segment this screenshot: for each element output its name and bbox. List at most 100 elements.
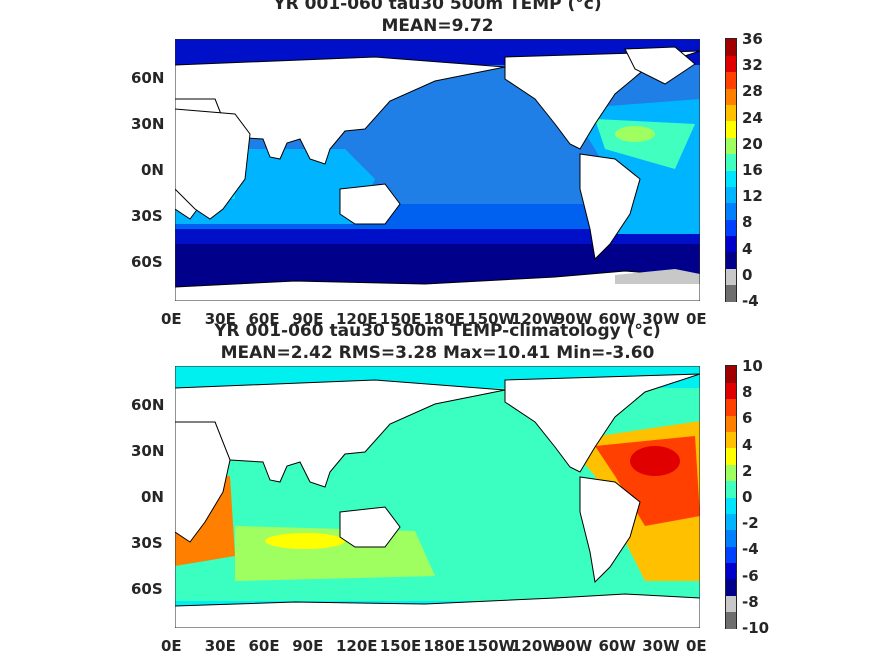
colorbar-tick: -8 [742,592,759,611]
colorbar-tick: -10 [742,619,770,637]
lon-tick: 30E [204,637,236,655]
colorbar-segment [726,251,736,269]
lon-tick: 60E [248,310,280,328]
colorbar-tick: 4 [742,435,753,454]
panel-2-subtitle: MEAN=2.42 RMS=3.28 Max=10.41 Min=-3.60 [220,343,655,363]
colorbar-segment [726,88,736,105]
colorbar-segment [726,55,736,73]
colorbar-segment [726,398,736,416]
lon-tick: 30W [642,637,680,655]
panel-2-land-samerica [579,476,641,584]
colorbar-tick: 0 [742,488,753,506]
panel-1-land-australia [339,183,401,225]
lat-tick: 0N [141,161,164,179]
lon-tick: 60E [248,637,280,655]
colorbar-tick: 6 [742,409,753,428]
colorbar-segment [726,202,736,220]
lat-tick: 30N [131,442,165,460]
colorbar-tick: -4 [742,292,759,310]
panel-1-subtitle: MEAN=9.72 [381,16,494,36]
lon-tick: 120E [336,310,378,328]
panel-1-land-antarctica [175,270,700,301]
lon-tick: 180E [423,637,466,655]
lon-tick: 90W [554,310,593,328]
colorbar-tick: 16 [742,161,763,179]
colorbar-tick: 2 [742,461,753,480]
colorbar-segment [726,104,736,122]
colorbar-segment [726,366,736,383]
colorbar-segment [726,39,736,56]
colorbar-tick: -2 [742,514,759,533]
panel-1-title: YR 001-060 tau30 500m TEMP (°c) [273,0,602,14]
lon-tick: 60W [598,637,636,655]
lat-tick: 30S [131,534,163,552]
colorbar-segment [726,268,736,286]
colorbar-tick: 4 [742,239,753,258]
lat-tick: 60N [131,69,165,87]
colorbar-segment [726,513,736,531]
lat-tick: 30N [131,115,165,133]
panel-2-land-australia [339,506,401,548]
panel-1-colorbar [725,38,737,302]
colorbar-segment [726,153,736,171]
lon-tick: 180E [423,310,466,328]
colorbar-segment [726,186,736,204]
colorbar-segment [726,464,736,482]
colorbar-segment [726,611,736,629]
lon-tick: 120W [511,637,559,655]
lon-tick: 0E [686,310,707,328]
colorbar-tick: 32 [742,56,763,75]
lon-tick: 150W [467,637,516,655]
colorbar-segment [726,546,736,563]
colorbar-tick: 10 [742,357,763,375]
colorbar-segment [726,431,736,449]
panel-1-map [175,39,700,301]
lon-tick: 30W [642,310,680,328]
colorbar-segment [726,235,736,253]
lon-tick: 0E [686,637,707,655]
colorbar-segment [726,71,736,89]
colorbar-segment [726,284,736,302]
colorbar-tick: 28 [742,82,763,101]
lon-tick: 120E [336,637,378,655]
colorbar-tick: 12 [742,187,763,206]
colorbar-tick: 0 [742,265,753,284]
colorbar-segment [726,480,736,498]
lon-tick: 90E [292,637,324,655]
colorbar-segment [726,137,736,155]
lon-tick: 0E [161,637,182,655]
lon-tick: 0E [161,310,182,328]
panel-2-land-antarctica [175,593,700,628]
lon-tick: 90W [554,637,593,655]
colorbar-segment [726,447,736,465]
lon-tick: 60W [598,310,636,328]
colorbar-segment [726,415,736,432]
colorbar-tick: 36 [742,30,763,48]
lat-tick: 60N [131,396,165,414]
panel-2-land-namerica [504,373,700,473]
lat-tick: 30S [131,207,163,225]
panel-2-colorbar [725,365,737,629]
colorbar-tick: 8 [742,383,753,402]
lon-tick: 150W [467,310,516,328]
lon-tick: 120W [511,310,559,328]
colorbar-segment [726,595,736,613]
colorbar-tick: 24 [742,108,763,127]
colorbar-tick: 8 [742,213,753,232]
lon-tick: 150E [379,310,422,328]
colorbar-segment [726,529,736,547]
lat-tick: 0N [141,488,164,506]
colorbar-segment [726,219,736,236]
colorbar-tick: -4 [742,540,759,559]
lon-tick: 30E [204,310,236,328]
colorbar-segment [726,578,736,596]
colorbar-segment [726,170,736,187]
panel-2-title: YR 001-060 tau30 500m TEMP-climatology (… [214,321,661,341]
lat-tick: 60S [131,580,163,598]
colorbar-segment [726,562,736,580]
lon-tick: 90E [292,310,324,328]
colorbar-segment [726,382,736,400]
colorbar-segment [726,497,736,514]
colorbar-tick: 20 [742,134,763,153]
panel-1-land-samerica [579,153,641,261]
